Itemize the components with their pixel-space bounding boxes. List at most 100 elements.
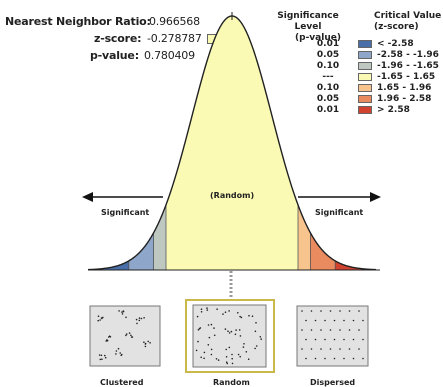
pattern-point <box>119 352 121 354</box>
pattern-point <box>234 333 237 336</box>
pattern-point <box>324 357 326 360</box>
pattern-point <box>99 319 101 321</box>
pattern-point <box>301 329 303 331</box>
pattern-point <box>242 346 245 348</box>
pattern-point <box>358 348 360 350</box>
pattern-point <box>362 357 364 360</box>
legend-swatch <box>358 51 372 59</box>
pattern-point <box>140 317 143 320</box>
pattern-point <box>121 313 124 315</box>
pattern-point <box>314 338 317 341</box>
pattern-point <box>260 338 263 340</box>
pattern-point <box>98 354 101 356</box>
pattern-point <box>128 332 131 334</box>
curve-band <box>166 16 298 270</box>
pattern-point <box>203 351 206 354</box>
legend-row: 0.10 -1.96 - -1.65 <box>308 61 443 72</box>
pattern-point <box>125 316 127 319</box>
pattern-point <box>144 342 147 345</box>
pattern-point <box>237 312 239 314</box>
z-score-label: z-score: <box>94 32 142 45</box>
pattern-point <box>259 336 262 338</box>
pattern-point <box>200 356 202 359</box>
pattern-point <box>339 329 341 331</box>
left-significant-label: Significant <box>101 208 150 217</box>
pattern-point <box>102 316 104 319</box>
curve-band <box>128 16 154 270</box>
pattern-point <box>240 316 243 319</box>
clustered-label: Clustered <box>100 378 144 387</box>
pattern-point <box>125 333 128 335</box>
random-highlight-frame <box>185 299 275 373</box>
pattern-point <box>118 310 120 312</box>
critical-value-header: Critical Value (z-score) <box>374 11 442 32</box>
pattern-point <box>248 314 250 317</box>
pattern-point <box>227 330 229 333</box>
pattern-point <box>358 310 360 312</box>
pattern-point <box>225 348 227 351</box>
curve-band <box>310 16 336 270</box>
legend-row: --- -1.65 - 1.65 <box>308 72 443 83</box>
legend-swatch <box>358 40 372 48</box>
p-value-value: 0.780409 <box>144 49 195 62</box>
pattern-point <box>104 356 107 359</box>
pattern-point <box>99 358 102 361</box>
pattern-point <box>216 308 218 311</box>
pattern-point <box>348 329 351 331</box>
pattern-point <box>301 348 303 350</box>
pattern-point <box>320 310 322 312</box>
pattern-point <box>207 324 210 326</box>
pattern-point <box>339 348 341 350</box>
legend-p-value: 0.05 <box>316 94 340 104</box>
pattern-point <box>105 340 107 342</box>
clustered-thumbnail <box>89 305 161 367</box>
pattern-point <box>149 342 151 344</box>
pattern-point <box>197 340 199 343</box>
pattern-point <box>239 335 242 337</box>
curve-band <box>335 16 376 270</box>
pattern-point <box>339 310 341 312</box>
pattern-point <box>231 357 233 360</box>
pattern-point <box>147 340 149 343</box>
pattern-point <box>238 329 241 331</box>
pattern-point <box>230 330 233 333</box>
random-label: Random <box>213 378 250 387</box>
significance-level-header: Significance Level (p-value) <box>277 11 341 43</box>
pattern-point <box>144 345 147 348</box>
pattern-point <box>343 357 345 360</box>
pattern-point <box>301 310 303 312</box>
pattern-point <box>115 350 118 352</box>
pattern-point <box>247 358 250 361</box>
legend-p-value: --- <box>322 72 334 82</box>
pattern-point <box>348 310 351 312</box>
pattern-point <box>206 307 208 309</box>
curve-band <box>88 16 129 270</box>
pattern-point <box>200 308 203 311</box>
pattern-point <box>255 345 258 347</box>
right-arrow <box>298 192 381 202</box>
legend-swatch <box>358 95 372 103</box>
pattern-point <box>203 357 205 360</box>
pattern-point <box>143 341 145 344</box>
pattern-point <box>310 329 313 331</box>
pattern-point <box>352 319 355 322</box>
pattern-point <box>305 338 307 341</box>
pattern-point <box>243 343 245 345</box>
pattern-point <box>196 315 199 318</box>
legend-z-range: -1.65 - 1.65 <box>377 72 436 82</box>
dispersed-label: Dispersed <box>310 378 356 387</box>
legend-swatch <box>358 106 372 114</box>
legend-row: 0.01 > 2.58 <box>308 105 443 116</box>
pattern-point <box>231 353 233 356</box>
pattern-point <box>206 309 209 311</box>
pattern-point <box>101 358 103 361</box>
legend-z-range: 1.96 - 2.58 <box>377 94 432 104</box>
legend-z-range: -1.96 - -1.65 <box>377 61 439 71</box>
pattern-point <box>320 348 322 350</box>
pattern-point <box>217 359 220 361</box>
legend-p-value: 0.10 <box>316 61 340 71</box>
pattern-point <box>122 310 125 313</box>
legend-row: 0.05 -2.58 - -1.96 <box>308 50 443 61</box>
right-significant-label: Significant <box>315 208 364 217</box>
left-arrow <box>82 192 163 202</box>
